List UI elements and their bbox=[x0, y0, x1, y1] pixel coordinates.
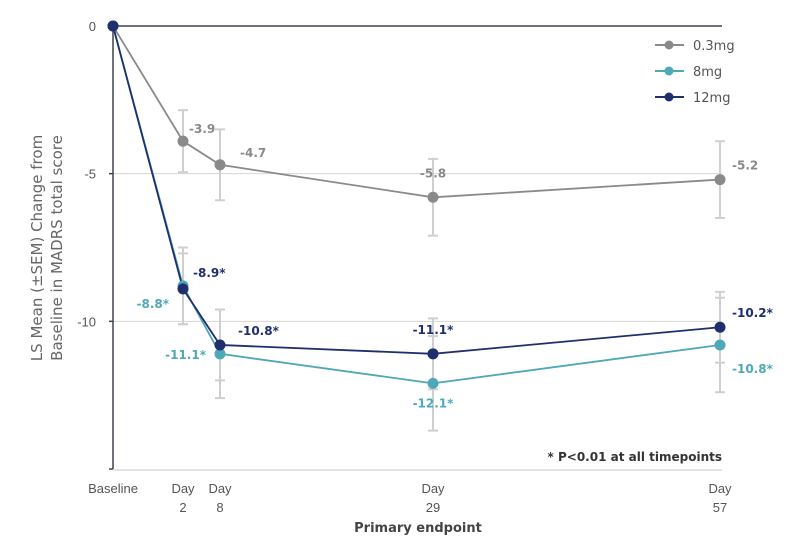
y-tick-label: -5 bbox=[84, 167, 96, 182]
data-label-12mg: -10.2* bbox=[732, 306, 774, 320]
y-tick-labels: 0 -5 -10 bbox=[77, 19, 96, 329]
x-tick-sublabel-day8: 8 bbox=[216, 500, 223, 515]
series-line-0.3mg bbox=[112, 25, 721, 199]
data-point-0.3mg bbox=[214, 159, 226, 171]
data-label-0.3mg: -3.9 bbox=[189, 122, 215, 136]
x-tick-label-day2: Day bbox=[171, 481, 195, 496]
x-tick-label-day57: Day bbox=[708, 481, 732, 496]
data-label-8mg: -8.8* bbox=[136, 297, 169, 311]
data-label-8mg: -11.1* bbox=[165, 348, 207, 362]
y-tick-label: -10 bbox=[77, 314, 96, 329]
x-tick-sublabel-day2: 2 bbox=[179, 500, 186, 515]
significance-note: * P<0.01 at all timepoints bbox=[548, 450, 722, 464]
data-label-8mg: -10.8* bbox=[732, 362, 774, 376]
axes bbox=[109, 25, 114, 470]
data-label-0.3mg: -5.8 bbox=[420, 166, 446, 180]
data-point-12mg bbox=[427, 348, 439, 360]
legend-label-12mg: 12mg bbox=[693, 91, 730, 106]
data-point-0.3mg bbox=[177, 135, 189, 147]
data-point-8mg bbox=[714, 339, 726, 351]
data-point-0.3mg bbox=[714, 174, 726, 186]
y-tick-label: 0 bbox=[89, 19, 96, 34]
y-axis-label-line1: LS Mean (±SEM) Change from bbox=[28, 135, 46, 361]
legend-label-0.3mg: 0.3mg bbox=[693, 39, 735, 54]
x-tick-label-baseline: Baseline bbox=[88, 481, 138, 496]
data-point-12mg bbox=[177, 283, 189, 295]
data-label-8mg: -12.1* bbox=[413, 396, 455, 410]
series-line-12mg bbox=[112, 25, 721, 355]
data-label-12mg: -8.9* bbox=[193, 266, 226, 280]
data-point-12mg bbox=[107, 20, 119, 32]
data-point-8mg bbox=[427, 377, 439, 389]
legend-marker-0.3mg bbox=[664, 40, 674, 50]
data-point-8mg bbox=[214, 348, 226, 360]
data-points bbox=[107, 20, 726, 389]
x-tick-sublabel-day57: 57 bbox=[713, 500, 727, 515]
data-label-0.3mg: -5.2 bbox=[732, 159, 758, 173]
y-axis-label-line2: Baseline in MADRS total score bbox=[48, 135, 66, 361]
x-tick-label-day29: Day bbox=[421, 481, 445, 496]
x-tick-labels: Baseline Day 2 Day 8 Day 29 Day 57 bbox=[88, 481, 732, 515]
data-label-12mg: -10.8* bbox=[238, 324, 280, 338]
data-point-0.3mg bbox=[427, 191, 439, 203]
data-point-12mg bbox=[714, 321, 726, 333]
data-label-0.3mg: -4.7 bbox=[240, 146, 266, 160]
x-tick-label-day8: Day bbox=[208, 481, 232, 496]
data-point-12mg bbox=[214, 339, 226, 351]
x-axis-label: Primary endpoint bbox=[354, 521, 482, 536]
data-label-12mg: -11.1* bbox=[413, 323, 455, 337]
legend-label-8mg: 8mg bbox=[693, 65, 722, 80]
x-tick-sublabel-day29: 29 bbox=[426, 500, 440, 515]
data-labels: -3.9 -4.7 -5.8 -5.2 -8.8* -11.1* -12.1* -10.8* -… bbox=[136, 122, 773, 410]
gridlines bbox=[113, 25, 722, 471]
legend-marker-12mg bbox=[664, 92, 674, 102]
legend-marker-8mg bbox=[664, 66, 674, 76]
legend: 0.3mg 8mg 12mg bbox=[655, 39, 735, 106]
